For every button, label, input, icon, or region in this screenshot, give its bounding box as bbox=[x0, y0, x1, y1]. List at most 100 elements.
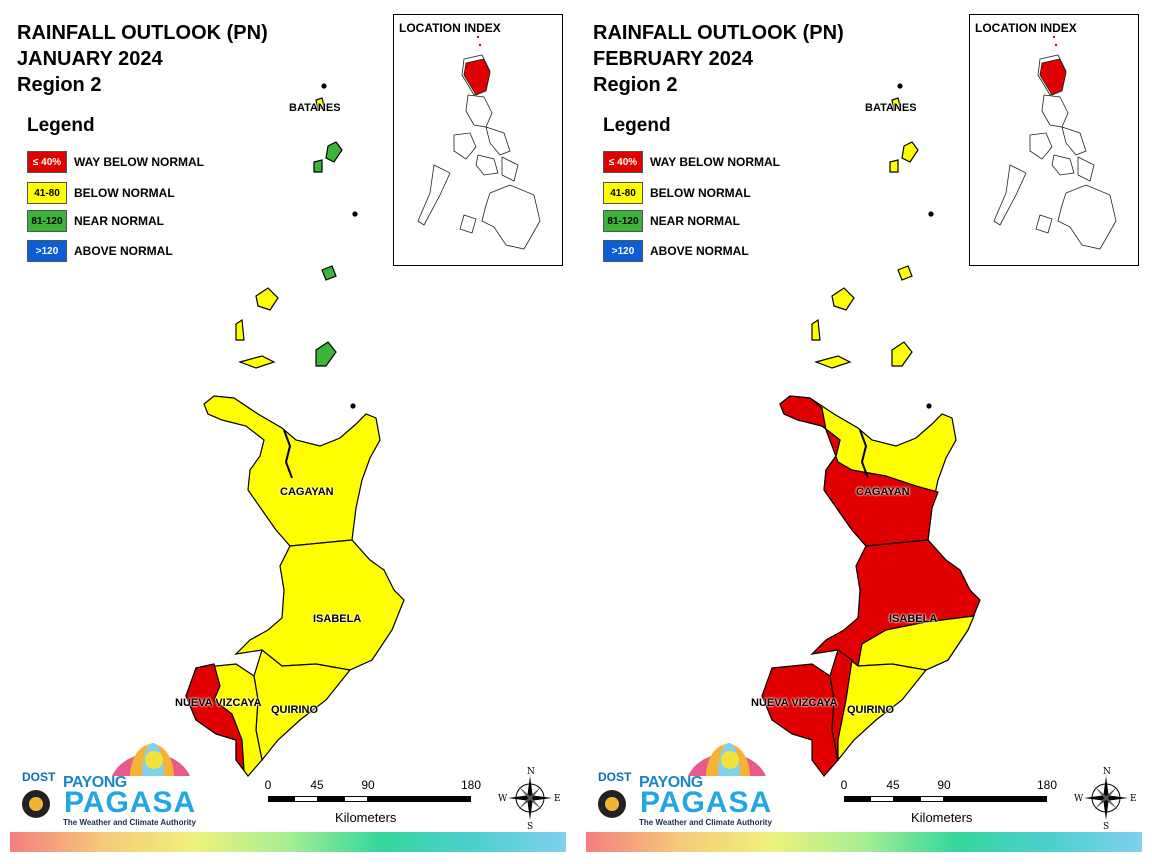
scale-tick: 180 bbox=[460, 778, 482, 792]
title-line-3: Region 2 bbox=[593, 74, 678, 96]
location-index-inset: LOCATION INDEX bbox=[969, 14, 1139, 266]
scale-bar: 0 45 90 180 Kilometers bbox=[265, 778, 485, 828]
compass-e: E bbox=[554, 794, 561, 804]
scale-segment bbox=[268, 796, 294, 802]
scale-tick: 180 bbox=[1036, 778, 1058, 792]
umbrella-logo-icon bbox=[598, 743, 766, 818]
map-title: RAINFALL OUTLOOK (PN) FEBRUARY 2024 Regi… bbox=[593, 20, 844, 98]
legend-swatch: 41-80 bbox=[27, 182, 67, 204]
legend-label: NEAR NORMAL bbox=[650, 214, 740, 228]
dost-text: DOST bbox=[22, 770, 56, 784]
legend-title: Legend bbox=[27, 115, 95, 136]
legend-swatch: ≤ 40% bbox=[27, 151, 67, 173]
color-gradient-bar bbox=[10, 832, 566, 852]
compass-n: N bbox=[527, 767, 535, 777]
legend-label: NEAR NORMAL bbox=[74, 214, 164, 228]
scale-unit: Kilometers bbox=[911, 810, 973, 825]
payong-pagasa-logo: DOST PAYONG PAGASA The Weather and Clima… bbox=[14, 738, 204, 830]
color-gradient-bar bbox=[586, 832, 1142, 852]
legend-swatch: 41-80 bbox=[603, 182, 643, 204]
legend-title: Legend bbox=[603, 115, 671, 136]
scale-tick: 0 bbox=[840, 778, 848, 792]
legend-label: ABOVE NORMAL bbox=[74, 244, 173, 258]
legend-swatch: >120 bbox=[603, 240, 643, 262]
legend-item-above: >120 ABOVE NORMAL bbox=[27, 239, 173, 263]
compass-rose-icon: N S E W bbox=[1074, 766, 1138, 832]
province-label-nueva-vizcaya: NUEVA VIZCAYA bbox=[175, 697, 262, 709]
scale-segment bbox=[318, 796, 344, 802]
scale-segment bbox=[894, 796, 920, 802]
scale-segment bbox=[294, 796, 318, 802]
scale-tick: 45 bbox=[310, 778, 324, 792]
region2-map-february bbox=[761, 83, 981, 777]
scale-tick: 0 bbox=[264, 778, 272, 792]
legend-swatch: 81-120 bbox=[27, 210, 67, 232]
pagasa-text: PAGASA bbox=[64, 786, 197, 819]
payong-text: PAYONG bbox=[639, 774, 703, 791]
panel-january: RAINFALL OUTLOOK (PN) JANUARY 2024 Regio… bbox=[10, 14, 566, 852]
legend-item-way-below: ≤ 40% WAY BELOW NORMAL bbox=[27, 150, 204, 174]
legend-label: BELOW NORMAL bbox=[650, 186, 751, 200]
location-index-title: LOCATION INDEX bbox=[399, 21, 501, 35]
map-title: RAINFALL OUTLOOK (PN) JANUARY 2024 Regio… bbox=[17, 20, 268, 98]
province-label-isabela: ISABELA bbox=[313, 613, 362, 625]
legend-label: ABOVE NORMAL bbox=[650, 244, 749, 258]
legend-item-above: >120 ABOVE NORMAL bbox=[603, 239, 749, 263]
province-label-batanes: BATANES bbox=[865, 102, 917, 114]
scale-tick: 90 bbox=[937, 778, 951, 792]
legend-label: BELOW NORMAL bbox=[74, 186, 175, 200]
scale-segment bbox=[344, 796, 368, 802]
pagasa-text: PAGASA bbox=[640, 786, 773, 819]
compass-w: W bbox=[1074, 794, 1084, 804]
province-label-nueva-vizcaya: NUEVA VIZCAYA bbox=[751, 697, 838, 709]
legend-item-way-below: ≤ 40% WAY BELOW NORMAL bbox=[603, 150, 780, 174]
compass-e: E bbox=[1130, 794, 1137, 804]
title-line-1: RAINFALL OUTLOOK (PN) bbox=[593, 22, 844, 44]
legend-label: WAY BELOW NORMAL bbox=[74, 155, 205, 169]
location-index-title: LOCATION INDEX bbox=[975, 21, 1077, 35]
province-label-quirino: QUIRINO bbox=[847, 704, 895, 716]
scale-segment bbox=[844, 796, 870, 802]
title-line-2: JANUARY 2024 bbox=[17, 48, 163, 70]
logo-tagline: The Weather and Climate Authority bbox=[63, 818, 196, 827]
umbrella-logo-icon bbox=[22, 743, 190, 818]
compass-s: S bbox=[527, 822, 533, 830]
scale-segment bbox=[870, 796, 894, 802]
province-label-cagayan: CAGAYAN bbox=[280, 486, 334, 498]
logo-tagline: The Weather and Climate Authority bbox=[639, 818, 772, 827]
legend-swatch: ≤ 40% bbox=[603, 151, 643, 173]
legend-item-near: 81-120 NEAR NORMAL bbox=[603, 209, 740, 233]
province-label-isabela: ISABELA bbox=[889, 613, 938, 625]
scale-bar: 0 45 90 180 Kilometers bbox=[841, 778, 1061, 828]
scale-segment bbox=[920, 796, 944, 802]
dost-text: DOST bbox=[598, 770, 632, 784]
compass-n: N bbox=[1103, 767, 1111, 777]
scale-unit: Kilometers bbox=[335, 810, 397, 825]
legend-swatch: 81-120 bbox=[603, 210, 643, 232]
scale-segment bbox=[944, 796, 1047, 802]
title-line-3: Region 2 bbox=[17, 74, 102, 96]
compass-rose-icon: N S E W bbox=[498, 766, 562, 832]
legend-label: WAY BELOW NORMAL bbox=[650, 155, 781, 169]
province-label-batanes: BATANES bbox=[289, 102, 341, 114]
title-line-2: FEBRUARY 2024 bbox=[593, 48, 754, 70]
region2-map-january bbox=[185, 83, 405, 777]
scale-segment bbox=[368, 796, 471, 802]
payong-text: PAYONG bbox=[63, 774, 127, 791]
legend-item-below: 41-80 BELOW NORMAL bbox=[603, 181, 751, 205]
location-index-inset: LOCATION INDEX bbox=[393, 14, 563, 266]
compass-w: W bbox=[498, 794, 508, 804]
scale-tick: 90 bbox=[361, 778, 375, 792]
legend-swatch: >120 bbox=[27, 240, 67, 262]
payong-pagasa-logo: DOST PAYONG PAGASA The Weather and Clima… bbox=[590, 738, 780, 830]
philippines-outline-icon bbox=[993, 35, 1117, 250]
province-label-cagayan: CAGAYAN bbox=[856, 486, 910, 498]
title-line-1: RAINFALL OUTLOOK (PN) bbox=[17, 22, 268, 44]
legend-item-near: 81-120 NEAR NORMAL bbox=[27, 209, 164, 233]
philippines-outline-icon bbox=[417, 35, 541, 250]
legend-item-below: 41-80 BELOW NORMAL bbox=[27, 181, 175, 205]
panel-february: RAINFALL OUTLOOK (PN) FEBRUARY 2024 Regi… bbox=[576, 0, 1152, 864]
scale-tick: 45 bbox=[886, 778, 900, 792]
compass-s: S bbox=[1103, 822, 1109, 830]
province-label-quirino: QUIRINO bbox=[271, 704, 319, 716]
